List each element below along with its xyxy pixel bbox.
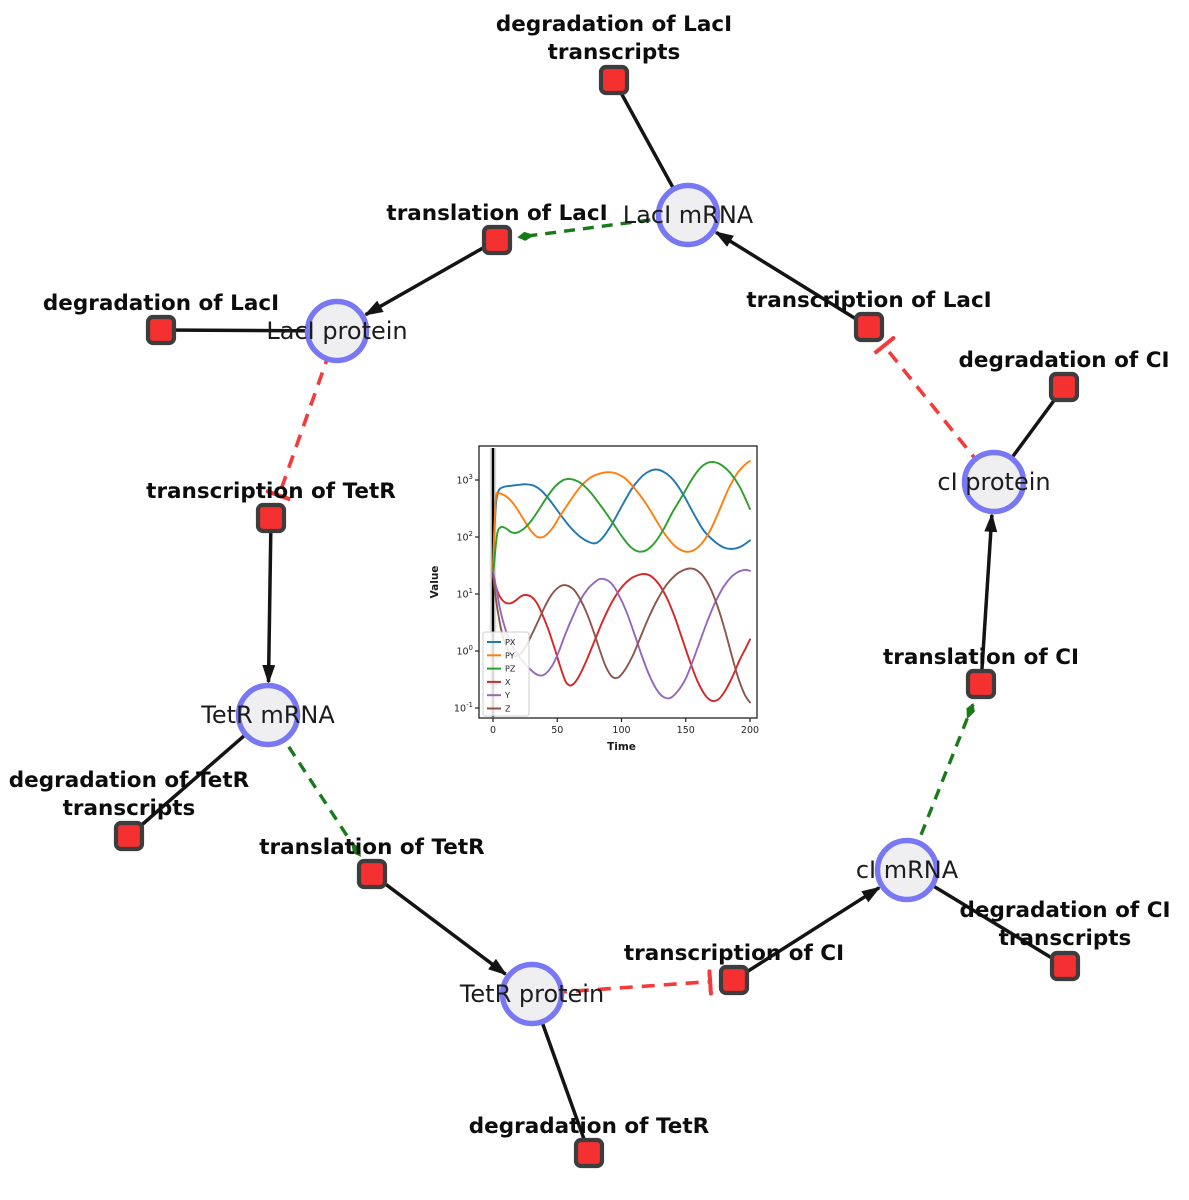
series-group — [492, 460, 751, 704]
species-node-tetR_mRNA — [235, 682, 301, 748]
x-tick-label-50: 50 — [551, 725, 563, 736]
y-tick-label-1e0: 100 — [456, 644, 473, 658]
series-line-PX — [492, 468, 751, 564]
species-label-cI_protein: cI protein — [937, 468, 1050, 496]
reaction-label-deg_lacI_tx-line0: degradation of LacI — [496, 12, 732, 37]
species-node-lacI_mRNA — [655, 182, 721, 248]
reaction-label-deg_cI_tx-line1: transcripts — [999, 926, 1132, 951]
inset-chart: 0 50 100 150 20010310210110010-1TimeValuePXP… — [429, 445, 759, 753]
species-label-lacI_protein: LacI protein — [266, 317, 407, 345]
edge-product-tx_cI-cI_mRNA — [733, 886, 881, 982]
reaction-label-deg_tetR-line0: degradation of TetR — [469, 1114, 710, 1139]
legend-entry-PX: PX — [505, 638, 516, 647]
edge-product-tl_tetR-tetR_protein — [370, 872, 508, 976]
reaction-node-tx_cI — [718, 964, 750, 996]
species-node-lacI_protein — [304, 298, 370, 364]
reaction-label-deg_tetR_tx-line1: transcripts — [63, 796, 196, 821]
reaction-label-tx_lacI-line0: transcription of LacI — [746, 288, 991, 313]
chart-frame — [478, 445, 758, 719]
species-node-cI_protein — [961, 449, 1027, 515]
reaction-label-deg_cI-line0: degradation of CI — [959, 348, 1170, 373]
time-axis-label: Time — [607, 741, 636, 753]
x-tick-label-200: 200 — [741, 725, 759, 736]
y-tick-label-1e-1: 10-1 — [454, 701, 473, 715]
reaction-node-deg_cI_tx — [1049, 950, 1081, 982]
species-label-cI_mRNA: cI mRNA — [856, 856, 959, 884]
reaction-node-tx_tetR — [255, 502, 287, 534]
series-line-X — [492, 573, 751, 702]
legend-entry-PZ: PZ — [505, 665, 516, 674]
reaction-label-tl_cI-line0: translation of CI — [883, 645, 1079, 670]
species-label-lacI_mRNA: LacI mRNA — [623, 201, 754, 229]
legend-entry-X: X — [505, 678, 511, 687]
reaction-label-deg_cI_tx-line0: degradation of CI — [960, 898, 1171, 923]
reaction-node-deg_cI — [1048, 371, 1080, 403]
reaction-node-deg_tetR — [573, 1137, 605, 1169]
species-label-tetR_mRNA: TetR mRNA — [200, 701, 335, 729]
reaction-label-tx_cI-line0: transcription of CI — [624, 941, 844, 966]
x-tick-label-0: 0 — [490, 725, 496, 736]
legend-entry-PY: PY — [505, 651, 515, 660]
series-line-PZ — [492, 460, 751, 578]
reaction-node-deg_tetR_tx — [113, 820, 145, 852]
reaction-node-tl_lacI — [481, 224, 513, 256]
edge-product-tx_lacI-lacI_mRNA — [714, 230, 870, 329]
species-node-cI_mRNA — [874, 837, 940, 903]
species-label-tetR_protein: TetR protein — [459, 980, 604, 1008]
legend: PX PY PZ XYZ — [482, 631, 530, 717]
x-tick-label-150: 150 — [677, 725, 695, 736]
reaction-node-tl_cI — [965, 668, 997, 700]
edge-product-tx_tetR-tetR_mRNA — [262, 517, 276, 685]
y-tick-label-1e2: 102 — [456, 530, 473, 544]
reaction-node-tl_tetR — [356, 858, 388, 890]
reaction-label-deg_lacI_tx-line1: transcripts — [548, 40, 681, 65]
reaction-node-deg_lacI — [145, 314, 177, 346]
x-tick-label-100: 100 — [612, 725, 630, 736]
reaction-label-deg_tetR_tx-line0: degradation of TetR — [9, 768, 250, 793]
legend-entry-Y: Y — [504, 691, 510, 700]
legend-entry-Z: Z — [505, 705, 511, 714]
series-line-PY — [492, 460, 751, 573]
reaction-node-deg_lacI_tx — [598, 64, 630, 96]
y-tick-label-1e3: 103 — [456, 473, 473, 487]
value-axis-label: Value — [429, 566, 441, 599]
edge-product-tl_lacI-lacI_protein — [363, 238, 498, 317]
reaction-label-tl_tetR-line0: translation of TetR — [259, 835, 485, 860]
edge-product-tl_cI-cI_protein — [979, 512, 998, 685]
reaction-label-tl_lacI-line0: translation of LacI — [386, 201, 607, 226]
reaction-label-tx_tetR-line0: transcription of TetR — [146, 479, 396, 504]
reaction-label-deg_lacI-line0: degradation of LacI — [43, 291, 279, 316]
reaction-node-tx_lacI — [853, 311, 885, 343]
species-node-tetR_protein — [499, 961, 565, 1027]
y-tick-label-1e1: 101 — [456, 587, 473, 601]
